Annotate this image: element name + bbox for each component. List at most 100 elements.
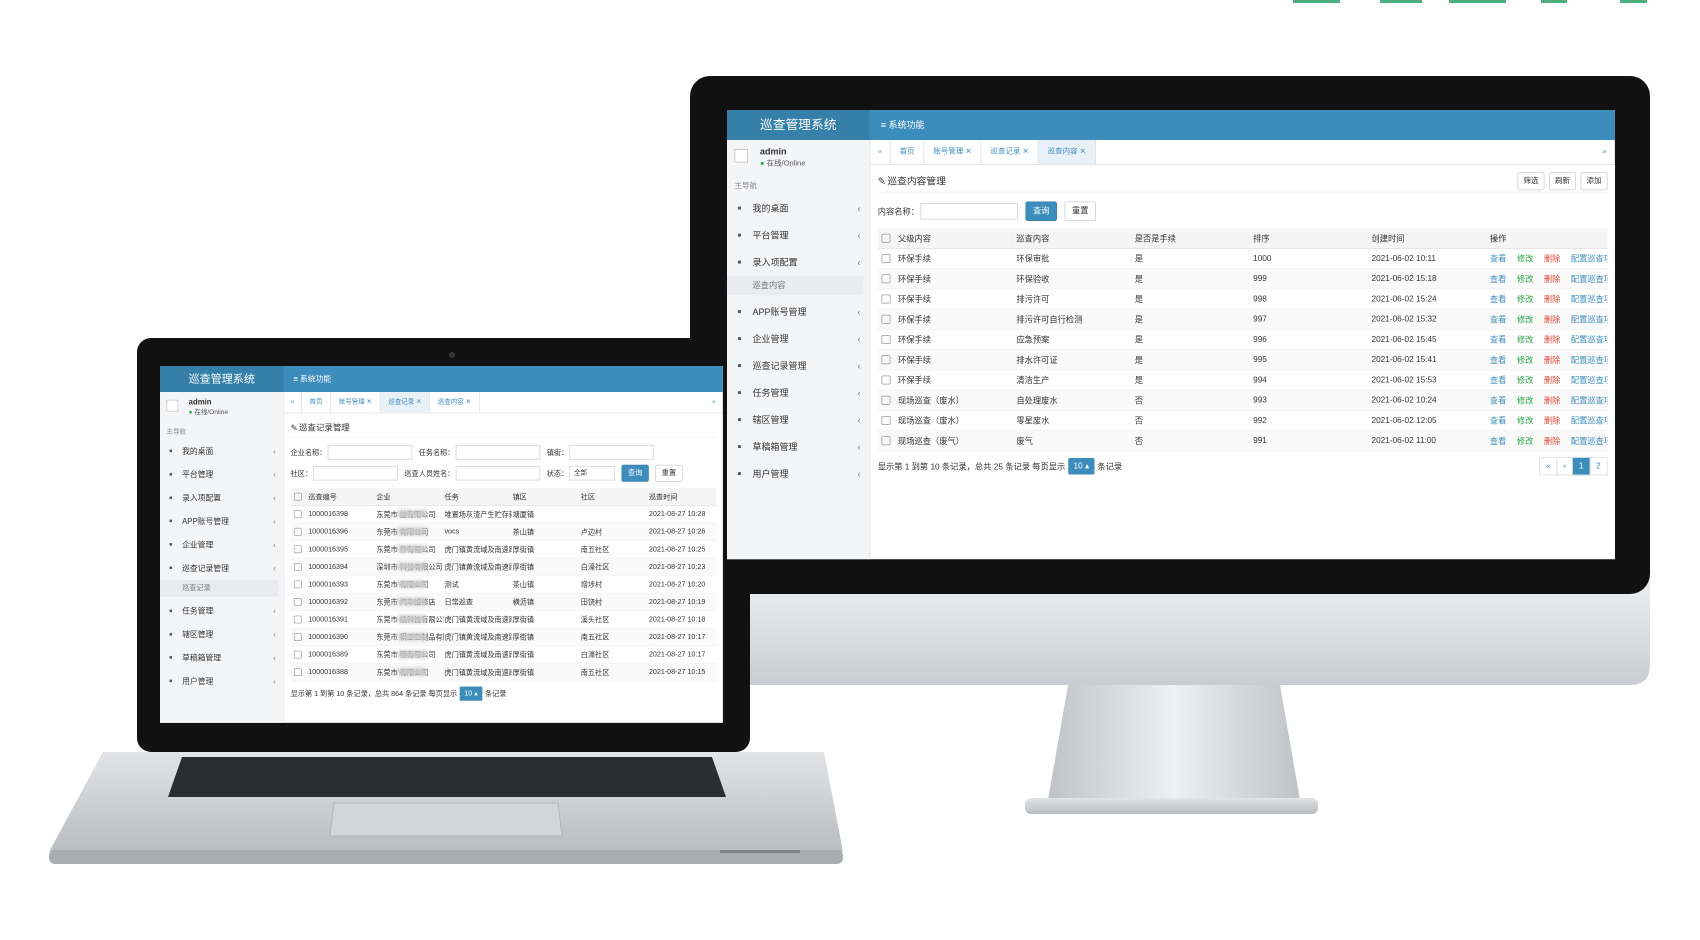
checkbox[interactable] <box>881 233 891 243</box>
submenu-item[interactable]: 巡查内容 <box>727 275 864 296</box>
top-nav[interactable]: 系统功能 <box>881 110 925 140</box>
action-link[interactable]: 删除 <box>1543 315 1561 325</box>
action-link[interactable]: 修改 <box>1516 356 1534 365</box>
menu-item[interactable]: 录入项配置 <box>727 249 870 276</box>
checkbox[interactable] <box>881 335 891 345</box>
menu-item[interactable]: 我的桌面 <box>160 439 284 462</box>
menu-item[interactable]: 草稿箱管理 <box>160 646 284 669</box>
field-input[interactable] <box>455 466 541 481</box>
checkbox[interactable] <box>881 274 891 284</box>
menu-item[interactable]: 草稿箱管理 <box>727 433 870 460</box>
checkbox[interactable] <box>293 650 302 659</box>
checkbox[interactable] <box>881 294 891 304</box>
menu-item[interactable]: 用户管理 <box>160 670 284 693</box>
menu-item[interactable]: 平台管理 <box>160 463 284 486</box>
page-button[interactable]: « <box>1539 457 1558 476</box>
menu-item[interactable]: 企业管理 <box>727 325 870 352</box>
checkbox[interactable] <box>293 545 302 554</box>
action-link[interactable]: 删除 <box>1543 335 1561 345</box>
action-link[interactable]: 查看 <box>1489 437 1507 446</box>
action-link[interactable]: 配置巡查项目 <box>1570 396 1608 406</box>
submenu-item[interactable]: 巡查记录 <box>160 579 279 597</box>
checkbox[interactable] <box>881 395 891 405</box>
action-link[interactable]: 配置巡查项目 <box>1570 335 1608 345</box>
page-size[interactable]: 10 <box>459 686 483 701</box>
action-link[interactable]: 修改 <box>1516 396 1534 406</box>
tab[interactable]: 巡查内容 <box>430 392 480 413</box>
action-link[interactable]: 配置巡查项目 <box>1570 275 1608 284</box>
checkbox[interactable] <box>881 355 891 365</box>
field-input[interactable] <box>920 203 1018 220</box>
action-link[interactable]: 查看 <box>1489 356 1507 365</box>
toolbar-button[interactable]: 刷新 <box>1549 172 1576 191</box>
checkbox[interactable] <box>881 416 891 426</box>
page-size[interactable]: 10 <box>1068 458 1095 475</box>
menu-item[interactable]: 用户管理 <box>727 460 870 487</box>
action-link[interactable]: 查看 <box>1489 254 1507 264</box>
action-link[interactable]: 配置巡查项目 <box>1570 356 1608 365</box>
page-button[interactable]: 2 <box>1589 457 1608 476</box>
menu-item[interactable]: 企业管理 <box>160 533 284 556</box>
action-link[interactable]: 配置巡查项目 <box>1570 437 1608 446</box>
menu-item[interactable]: 辖区管理 <box>727 406 870 433</box>
action-link[interactable]: 删除 <box>1543 396 1561 406</box>
search-button[interactable]: 重置 <box>1064 201 1096 221</box>
checkbox[interactable] <box>293 492 302 501</box>
checkbox[interactable] <box>881 314 891 324</box>
menu-item[interactable]: 辖区管理 <box>160 623 284 646</box>
field-input[interactable] <box>569 445 654 460</box>
page-button[interactable]: 1 <box>1572 457 1591 476</box>
checkbox[interactable] <box>293 668 302 677</box>
checkbox[interactable] <box>293 510 302 519</box>
toolbar-button[interactable]: 筛选 <box>1517 172 1545 191</box>
search-button[interactable]: 重置 <box>655 464 683 482</box>
action-link[interactable]: 配置巡查项目 <box>1570 295 1608 305</box>
checkbox[interactable] <box>881 375 891 385</box>
action-link[interactable]: 修改 <box>1516 254 1534 264</box>
field-input[interactable] <box>327 445 413 460</box>
action-link[interactable]: 查看 <box>1489 275 1507 284</box>
action-link[interactable]: 配置巡查项目 <box>1570 376 1608 386</box>
action-link[interactable]: 修改 <box>1516 335 1534 345</box>
tab[interactable]: 巡查记录 <box>380 392 430 413</box>
action-link[interactable]: 修改 <box>1516 315 1534 325</box>
menu-item[interactable]: 任务管理 <box>727 379 870 406</box>
tab-next[interactable]: » <box>1595 140 1615 164</box>
tab[interactable]: 首页 <box>891 140 925 164</box>
field-select[interactable]: 全部 <box>569 466 615 481</box>
tab[interactable]: 账号管理 <box>924 140 982 164</box>
action-link[interactable]: 查看 <box>1489 335 1507 345</box>
action-link[interactable]: 删除 <box>1543 275 1561 284</box>
top-nav[interactable]: 系统功能 <box>293 366 331 392</box>
action-link[interactable]: 修改 <box>1516 416 1534 426</box>
action-link[interactable]: 配置巡查项目 <box>1570 254 1608 264</box>
tab-next[interactable]: » <box>705 392 723 413</box>
page-button[interactable]: ‹ <box>1556 457 1573 476</box>
action-link[interactable]: 查看 <box>1489 396 1507 406</box>
menu-item[interactable]: APP账号管理 <box>160 510 284 533</box>
action-link[interactable]: 删除 <box>1543 437 1561 446</box>
action-link[interactable]: 查看 <box>1489 315 1507 325</box>
tab[interactable]: 巡查内容 <box>1038 140 1096 164</box>
action-link[interactable]: 修改 <box>1516 376 1534 386</box>
action-link[interactable]: 删除 <box>1543 416 1561 426</box>
action-link[interactable]: 查看 <box>1489 376 1507 386</box>
search-button[interactable]: 查询 <box>1025 201 1057 221</box>
action-link[interactable]: 查看 <box>1489 416 1507 426</box>
action-link[interactable]: 删除 <box>1543 295 1561 305</box>
checkbox[interactable] <box>293 580 302 589</box>
action-link[interactable]: 删除 <box>1543 376 1561 386</box>
checkbox[interactable] <box>293 598 302 606</box>
action-link[interactable]: 修改 <box>1516 275 1534 284</box>
menu-item[interactable]: 巡查记录管理 <box>727 352 870 379</box>
checkbox[interactable] <box>293 633 302 641</box>
tab-prev[interactable]: « <box>870 140 891 164</box>
menu-item[interactable]: 我的桌面 <box>727 195 870 222</box>
field-input[interactable] <box>455 445 541 460</box>
field-input[interactable] <box>313 466 398 481</box>
action-link[interactable]: 删除 <box>1543 254 1561 264</box>
action-link[interactable]: 修改 <box>1516 437 1534 446</box>
checkbox[interactable] <box>881 254 891 264</box>
action-link[interactable]: 删除 <box>1543 356 1561 365</box>
tab[interactable]: 首页 <box>302 392 331 413</box>
